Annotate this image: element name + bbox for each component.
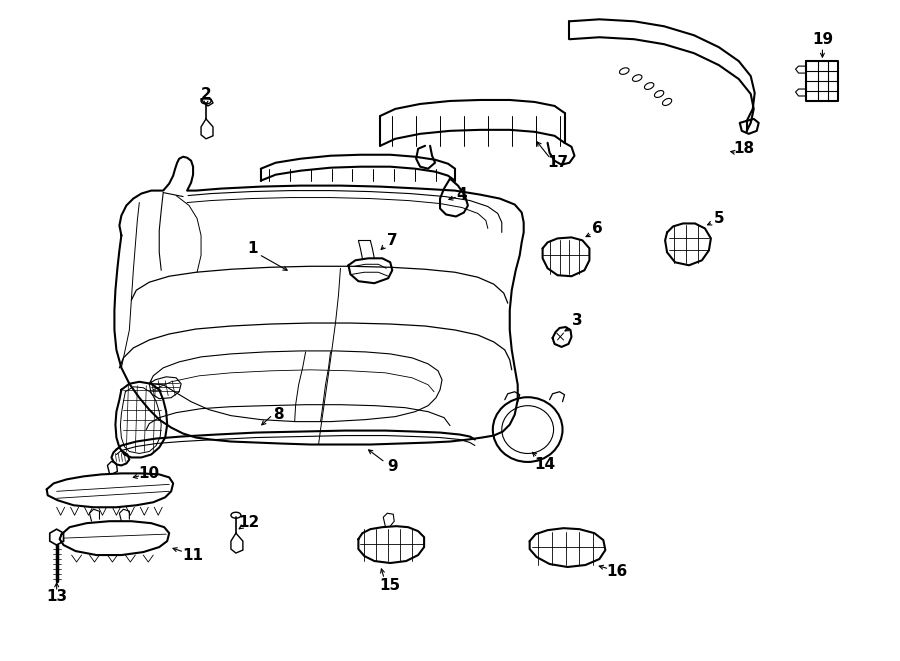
Text: 3: 3 (572, 313, 583, 328)
Text: 8: 8 (274, 407, 284, 422)
Text: 2: 2 (201, 87, 212, 102)
Text: 7: 7 (387, 233, 398, 248)
Text: 16: 16 (607, 564, 628, 580)
Text: 9: 9 (387, 459, 398, 474)
Ellipse shape (493, 397, 562, 462)
Text: 18: 18 (734, 141, 754, 156)
Text: 13: 13 (46, 590, 68, 604)
Text: 5: 5 (714, 211, 724, 226)
Ellipse shape (654, 91, 664, 97)
Text: 17: 17 (547, 155, 568, 171)
Text: 19: 19 (812, 32, 833, 47)
Ellipse shape (633, 75, 642, 81)
Text: 10: 10 (139, 466, 160, 481)
Text: 11: 11 (183, 547, 203, 563)
Ellipse shape (662, 98, 671, 106)
Ellipse shape (619, 68, 629, 75)
Text: 1: 1 (248, 241, 258, 256)
Text: 14: 14 (534, 457, 555, 472)
Ellipse shape (644, 83, 654, 89)
Ellipse shape (231, 512, 241, 518)
Text: 15: 15 (380, 578, 400, 594)
Text: 4: 4 (456, 187, 467, 202)
Text: 6: 6 (592, 221, 603, 236)
Ellipse shape (502, 406, 554, 453)
Ellipse shape (201, 98, 211, 104)
Text: 12: 12 (238, 515, 259, 529)
